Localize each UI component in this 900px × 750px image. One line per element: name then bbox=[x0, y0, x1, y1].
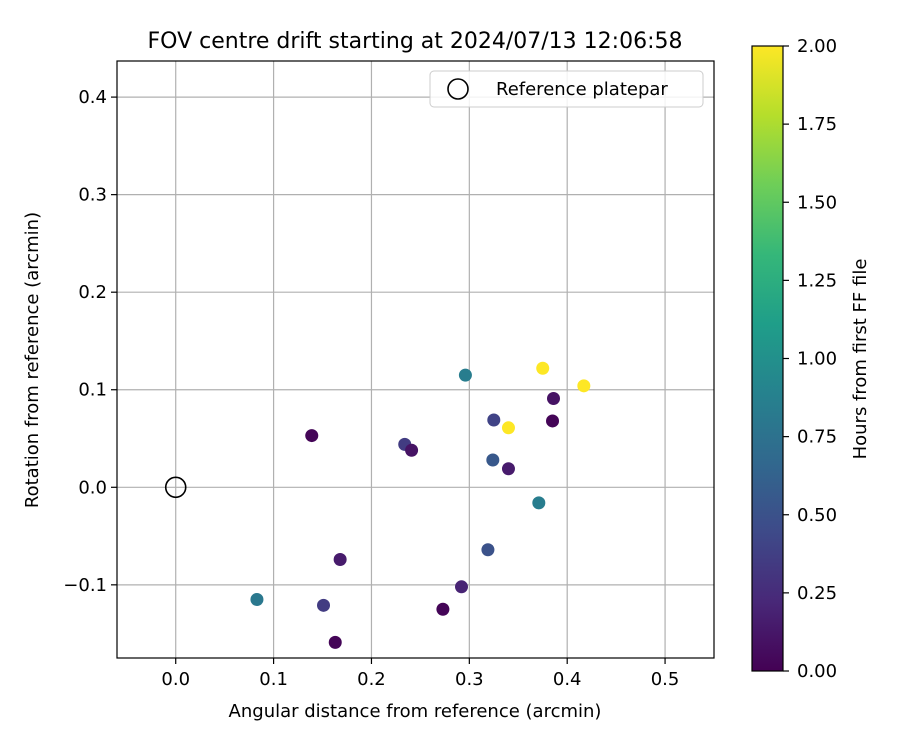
y-tick-label: 0.0 bbox=[78, 477, 107, 498]
legend-box bbox=[429, 70, 704, 108]
x-tick-label: 0.1 bbox=[259, 669, 288, 690]
colorbar-tick-label: 1.00 bbox=[797, 349, 837, 370]
colorbar-tick-label: 0.25 bbox=[797, 583, 837, 604]
data-point bbox=[546, 414, 560, 428]
colorbar-tick-label: 2.00 bbox=[797, 36, 837, 57]
y-tick-label: −0.1 bbox=[63, 575, 107, 596]
data-point bbox=[577, 379, 591, 393]
x-axis-ticks: 0.0 0.1 0.2 0.3 0.4 0.5 bbox=[161, 658, 679, 690]
chart-title: FOV centre drift starting at 2024/07/13 … bbox=[148, 29, 683, 54]
grid bbox=[117, 61, 714, 658]
x-tick-label: 0.5 bbox=[651, 669, 680, 690]
legend-reference-marker bbox=[447, 78, 469, 100]
data-point bbox=[481, 543, 495, 557]
data-point bbox=[436, 602, 450, 616]
data-point bbox=[501, 462, 515, 476]
data-point bbox=[333, 552, 347, 566]
data-point bbox=[250, 592, 264, 606]
colorbar-tick-label: 1.50 bbox=[797, 192, 837, 213]
data-point bbox=[454, 580, 468, 594]
colorbar-tick-label: 1.25 bbox=[797, 270, 837, 291]
data-point bbox=[405, 443, 419, 457]
data-point bbox=[487, 413, 501, 427]
data-point bbox=[317, 598, 331, 612]
y-tick-label: 0.2 bbox=[78, 282, 107, 303]
y-tick-label: 0.1 bbox=[78, 380, 107, 401]
colorbar-tick-label: 1.75 bbox=[797, 114, 837, 135]
colorbar-tick-label: 0.50 bbox=[797, 505, 837, 526]
x-tick-label: 0.2 bbox=[357, 669, 386, 690]
data-point bbox=[486, 453, 500, 467]
data-point bbox=[305, 429, 319, 443]
legend: Reference platepar bbox=[429, 70, 704, 108]
plot-frame bbox=[116, 60, 715, 659]
reference-platepar-marker bbox=[164, 476, 187, 499]
data-point bbox=[536, 361, 550, 375]
colorbar-label: Hours from first FF file bbox=[850, 259, 871, 460]
data-points bbox=[250, 361, 591, 649]
colorbar-ticks: 0.00 0.25 0.50 0.75 1.00 1.25 1.50 1.75 2.00 bbox=[783, 36, 837, 682]
x-tick-label: 0.4 bbox=[553, 669, 582, 690]
data-point bbox=[458, 368, 472, 382]
x-tick-label: 0.3 bbox=[455, 669, 484, 690]
data-point bbox=[532, 496, 546, 510]
x-tick-label: 0.0 bbox=[161, 669, 190, 690]
y-axis-label: Rotation from reference (arcmin) bbox=[22, 212, 43, 508]
y-tick-label: 0.4 bbox=[78, 87, 107, 108]
data-point bbox=[501, 421, 515, 435]
y-axis-ticks: −0.1 0.0 0.1 0.2 0.3 0.4 bbox=[63, 87, 117, 596]
data-point bbox=[328, 635, 342, 649]
y-tick-label: 0.3 bbox=[78, 185, 107, 206]
legend-entry-reference-platepar: Reference platepar bbox=[496, 79, 668, 100]
colorbar-tick-label: 0.75 bbox=[797, 427, 837, 448]
colorbar-tick-label: 0.00 bbox=[797, 661, 837, 682]
colorbar: 0.00 0.25 0.50 0.75 1.00 1.25 1.50 1.75 2.00 Hou… bbox=[751, 36, 871, 682]
colorbar-gradient bbox=[751, 45, 784, 672]
data-point bbox=[546, 392, 560, 406]
x-axis-label: Angular distance from reference (arcmin) bbox=[229, 701, 602, 722]
